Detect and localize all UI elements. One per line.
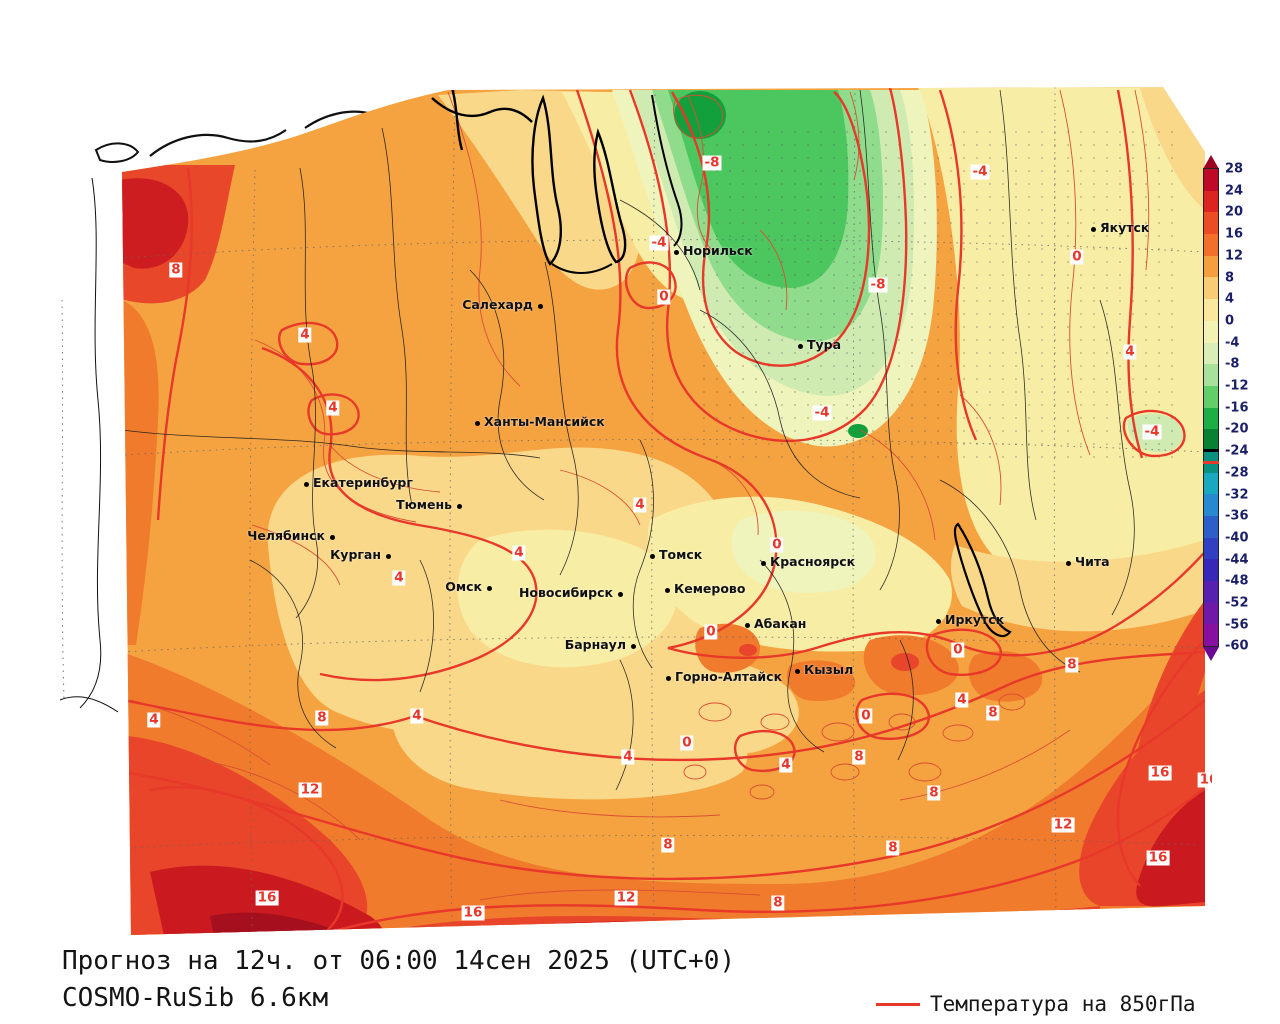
colorbar-segment	[1204, 516, 1218, 538]
colorbar-label: -40	[1225, 530, 1249, 546]
colorbar-label: -12	[1225, 378, 1249, 394]
colorbar-label: -4	[1225, 335, 1240, 351]
isotherms-thick	[122, 87, 1205, 935]
temperature-field	[122, 87, 1205, 935]
colorbar-label: -48	[1225, 573, 1249, 589]
colorbar-label: 28	[1225, 161, 1244, 177]
colorbar-label: -20	[1225, 421, 1249, 437]
colorbar-segment	[1204, 320, 1218, 343]
colorbar-label: 12	[1225, 248, 1244, 264]
legend-line-sample	[876, 1002, 920, 1006]
legend-label: Температура на 850гПа	[930, 992, 1196, 1016]
colorbar-segment	[1204, 255, 1218, 278]
colorbar-max-tick	[1203, 449, 1219, 452]
region-borders	[122, 89, 1135, 791]
colorbar-label: 8	[1225, 270, 1235, 285]
colorbar-arrow-top	[1203, 155, 1219, 169]
colorbar-segment	[1204, 212, 1218, 235]
coastlines	[431, 87, 1012, 638]
colorbar-segment	[1204, 624, 1218, 647]
colorbar-segment	[1204, 581, 1218, 603]
colorbar-arrow-bottom	[1203, 647, 1219, 661]
colorbar-segment	[1204, 429, 1218, 451]
model-info: COSMO-RuSib 6.6км	[62, 983, 329, 1013]
graticule	[122, 87, 1205, 935]
colorbar-segment	[1204, 234, 1218, 256]
colorbar-segment	[1204, 602, 1218, 625]
colorbar-labels: 28 24 20 16 12 8 4 0 -4 -8 -12 -16 -20 -24 -28 -32 -36 -4…	[1225, 162, 1265, 654]
forecast-info: Прогноз на 12ч. от 06:00 14сен 2025 (UTC…	[62, 946, 736, 976]
colorbar-segment	[1204, 190, 1218, 213]
colorbar-label: -24	[1225, 443, 1249, 459]
colorbar-segment	[1204, 472, 1218, 495]
colorbar-segment	[1204, 277, 1218, 300]
colorbar-segment	[1204, 299, 1218, 321]
colorbar-label: 24	[1225, 183, 1244, 199]
colorbar-label: 4	[1225, 291, 1235, 307]
colorbar-label: 16	[1225, 226, 1244, 242]
colorbar-segment	[1204, 407, 1218, 430]
colorbar-segment	[1204, 494, 1218, 516]
colorbar-segment	[1204, 364, 1218, 386]
colorbar-segments	[1203, 168, 1219, 648]
legend: Температура на 850гПа	[876, 992, 1196, 1016]
colorbar-label: 0	[1225, 313, 1235, 329]
lake-baikal	[953, 522, 1012, 638]
colorbar-segment	[1204, 537, 1218, 560]
colorbar-label: -60	[1225, 638, 1249, 654]
colorbar-label: -56	[1225, 617, 1249, 633]
colorbar-label: -36	[1225, 508, 1249, 524]
colorbar-segment	[1204, 169, 1218, 191]
temperature-colorbar: 28 24 20 16 12 8 4 0 -4 -8 -12 -16 -20 -24 -28 -32 -36 -4…	[1203, 155, 1273, 695]
colorbar-segment	[1204, 385, 1218, 408]
colorbar-label: -32	[1225, 487, 1249, 502]
colorbar-segment	[1204, 559, 1218, 582]
colorbar-segment	[1204, 342, 1218, 365]
colorbar-label: -44	[1225, 552, 1249, 568]
colorbar-label: -16	[1225, 400, 1249, 416]
colorbar-min-tick	[1203, 461, 1219, 464]
colorbar-label: -28	[1225, 465, 1249, 481]
colorbar-label: -8	[1225, 356, 1240, 372]
colorbar-label: -52	[1225, 595, 1249, 611]
colorbar-label: 20	[1225, 204, 1244, 220]
